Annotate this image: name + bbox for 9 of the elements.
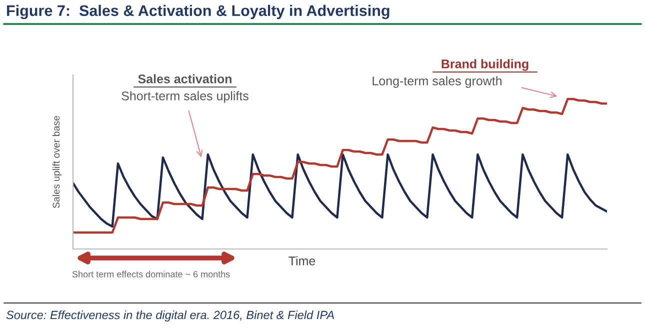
text: Brand building <box>442 59 528 71</box>
chart-title: Figure 7: Sales & Activation & Loyalty in Advertising <box>7 4 390 20</box>
x-axis-title: Time <box>288 256 316 266</box>
y-axis-title: Sales uplift over base <box>52 116 62 208</box>
source-note: Source: Effectiveness in the digital era. 2016, Binet & Field IPA <box>6 310 334 322</box>
text: Short term effects dominate ~ 6 months <box>72 270 230 278</box>
text: Sales activation <box>138 74 232 84</box>
annotation: Short-term sales uplifts <box>122 91 248 103</box>
text: Long-term sales growth <box>372 76 502 88</box>
